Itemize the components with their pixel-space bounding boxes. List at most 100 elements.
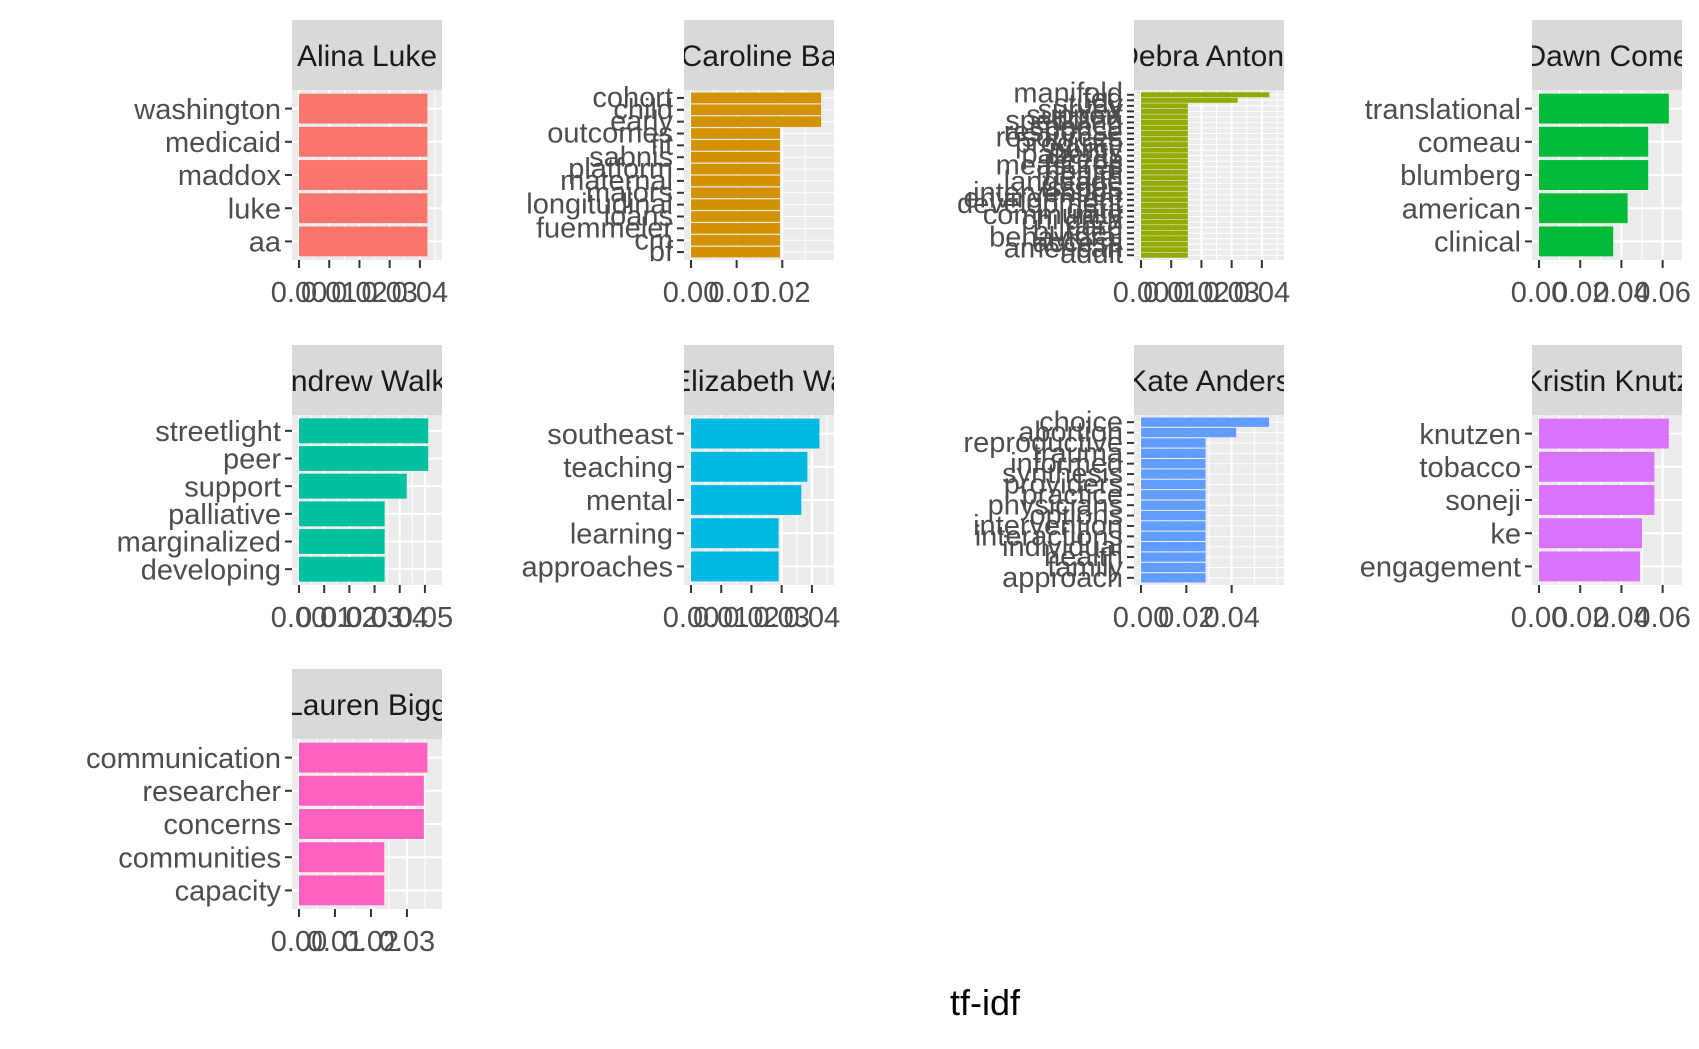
bar-fuemmeler: fuemmeler: 0.0195 — [691, 223, 780, 234]
y-tick-label: knutzen — [1419, 419, 1521, 451]
y-tick-label: family — [1047, 552, 1123, 584]
bar-aa: aa: 0.0425 — [299, 226, 428, 257]
bar-peer: peer: 0.0513 — [299, 446, 429, 471]
x-tick-label: 0.02 — [1552, 602, 1608, 634]
y-tick-label: longitudinal — [526, 189, 673, 221]
x-tick-label: 0.01 — [296, 602, 352, 634]
y-tick-label: abortion — [1018, 417, 1123, 449]
facet-strip — [1134, 345, 1284, 415]
bar-approach: approach: 0.0285 — [1141, 573, 1206, 583]
y-tick-label: manifold — [1013, 77, 1123, 109]
facet-andrew-walke: Andrew Walke streetlight: 0.0513 streetlig… — [117, 345, 453, 634]
x-tick-label: 0.02 — [754, 277, 810, 309]
bar-loans: loans: 0.0195 — [691, 211, 780, 222]
y-tick-label: outcomes — [547, 118, 673, 150]
bar-spending: spending: 0.0155 — [1141, 119, 1188, 125]
y-tick-label: maternal — [560, 165, 673, 197]
facet-strip — [1532, 345, 1682, 415]
bar-american: american: 0.0155 — [1141, 247, 1188, 253]
y-tick-label: developing — [141, 554, 281, 586]
y-tick-label: medicaid — [165, 127, 281, 159]
x-tick-label: 0.06 — [1634, 277, 1690, 309]
y-tick-label: cm — [634, 224, 673, 256]
y-tick-label: fed — [1083, 83, 1123, 115]
y-tick-label: platform — [568, 153, 673, 185]
bar-practice: practice: 0.0285 — [1141, 490, 1206, 500]
y-tick-label: peer — [223, 444, 281, 476]
y-tick-label: patients — [1021, 138, 1123, 170]
x-tick-label: 0.00 — [1511, 277, 1567, 309]
bar-health: health: 0.0285 — [1141, 552, 1206, 562]
x-tick-label: 0.00 — [663, 602, 719, 634]
y-tick-label: behavioral — [989, 221, 1123, 253]
y-tick-label: spending — [1005, 105, 1123, 137]
bar-developing: developing: 0.034 — [299, 556, 385, 582]
x-tick-label: 0.02 — [1552, 277, 1608, 309]
x-tick-label: 0.00 — [663, 277, 719, 309]
x-tick-label: 0.02 — [1173, 277, 1229, 309]
bar-bf: bf: 0.0195 — [691, 246, 780, 258]
y-tick-label: maddox — [178, 160, 282, 192]
y-tick-label: aa — [249, 227, 282, 259]
x-tick-label: 0.00 — [1113, 602, 1169, 634]
x-axis-title: tf-idf — [950, 982, 1021, 1023]
bar-resources: resources: 0.0155 — [1141, 136, 1188, 142]
y-tick-label: physicians — [988, 489, 1123, 521]
bar-burden: burden: 0.0155 — [1141, 230, 1188, 236]
y-tick-label: response — [1004, 116, 1123, 148]
bar-researcher: researcher: 0.0347 — [299, 775, 424, 806]
bar-care: care: 0.0155 — [1141, 225, 1188, 231]
x-tick-label: 0.04 — [392, 277, 448, 309]
x-tick-label: 0.04 — [1234, 277, 1290, 309]
y-tick-label: mental — [1036, 155, 1123, 187]
y-tick-label: survey — [1038, 94, 1124, 126]
bar-washington: washington: 0.0425 — [299, 93, 428, 124]
y-tick-label: providers — [1004, 469, 1123, 501]
bar-translational: translational: 0.063 — [1539, 93, 1669, 124]
facet-strip-label: Dawn Come — [1524, 40, 1689, 73]
bar-interactions: interactions: 0.0285 — [1141, 531, 1206, 541]
x-tick-label: 0.02 — [723, 602, 779, 634]
bar-streetlight: streetlight: 0.0513 — [299, 418, 429, 444]
facet-strip — [292, 20, 442, 90]
y-tick-label: washington — [133, 94, 281, 126]
bar-support: support: 0.0428 — [299, 473, 407, 499]
bar-individual: individual: 0.0285 — [1141, 542, 1206, 552]
facet-strip — [1134, 20, 1284, 90]
bar-intervention: intervention: 0.0155 — [1141, 191, 1188, 197]
bar-informed: informed: 0.0285 — [1141, 459, 1206, 469]
y-tick-label: study — [1054, 89, 1124, 121]
y-tick-label: communities — [118, 842, 281, 874]
bar-mental: mental: 0.0365 — [691, 485, 802, 515]
y-tick-label: palliative — [168, 499, 281, 531]
bar-health: health: 0.0155 — [1141, 175, 1188, 181]
facet-strip-label: Caroline Ba — [681, 40, 838, 73]
x-tick-label: 0.00 — [1113, 277, 1169, 309]
y-tick-label: sabnis — [589, 141, 673, 173]
bar-sabnis: sabnis: 0.0195 — [691, 151, 780, 163]
bar-luke: luke: 0.0425 — [299, 193, 428, 224]
x-tick-label: 0.02 — [331, 277, 387, 309]
bar-survey: survey: 0.0155 — [1141, 108, 1188, 114]
facet-lauren-bigg: Lauren Bigg communication: 0.0357 communic… — [86, 669, 442, 958]
y-tick-label: blumberg — [1400, 160, 1521, 192]
y-tick-label: cohort — [592, 82, 673, 114]
x-tick-label: 0.01 — [301, 277, 357, 309]
y-tick-label: intervention — [973, 510, 1123, 542]
bar-comeau: comeau: 0.053 — [1539, 126, 1649, 157]
x-tick-label: 0.02 — [321, 602, 377, 634]
bar-child: child: 0.0285 — [691, 104, 822, 116]
y-tick-label: options — [1029, 500, 1123, 532]
y-tick-label: health — [1044, 541, 1123, 573]
bar-behavioral: behavioral: 0.0155 — [1141, 236, 1188, 242]
y-tick-label: fit — [650, 129, 673, 161]
bar-maddox: maddox: 0.0425 — [299, 160, 428, 190]
y-tick-label: loans — [604, 201, 673, 233]
y-tick-label: support — [1026, 100, 1123, 132]
y-tick-label: practice — [1021, 479, 1123, 511]
bar-cohort: cohort: 0.0285 — [691, 92, 822, 104]
x-tick-label: 0.00 — [271, 602, 327, 634]
facet-strip — [292, 345, 442, 415]
bar-tobacco: tobacco: 0.056 — [1539, 451, 1655, 482]
